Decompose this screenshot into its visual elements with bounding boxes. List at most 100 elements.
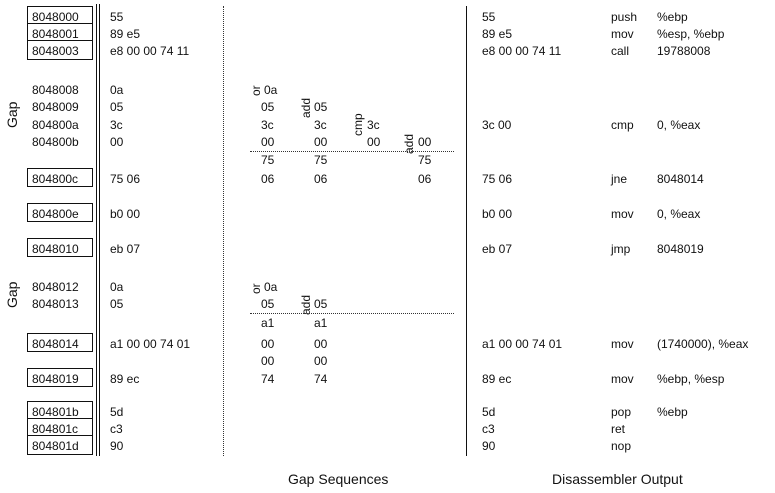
dis-mnemonic: nop — [611, 439, 632, 453]
dis-bytes: 90 — [482, 439, 496, 453]
address-box — [27, 203, 93, 222]
disassembler-separator — [466, 6, 467, 456]
bytes-cell: 05 — [110, 297, 124, 311]
address-8048014: 8048014 — [32, 337, 79, 351]
dis-bytes: 89 ec — [482, 372, 512, 386]
gap-byte: 00 — [314, 354, 328, 368]
bytes-cell: 0a — [110, 280, 124, 294]
dis-mnemonic: cmp — [611, 118, 634, 132]
opcode-label: cmp — [351, 113, 365, 136]
dis-mnemonic: mov — [611, 207, 634, 221]
gap-byte: 00 — [261, 354, 275, 368]
dis-operands: %ebp, %esp — [657, 372, 725, 386]
dis-mnemonic: mov — [611, 27, 634, 41]
gap-byte: 05 — [261, 100, 275, 114]
gap-byte: 05 — [314, 297, 328, 311]
gap-byte: 00 — [418, 135, 432, 149]
bytes-cell: e8 00 00 74 11 — [110, 44, 190, 58]
gap-divider — [250, 313, 454, 314]
address-8048010: 8048010 — [32, 242, 79, 256]
dis-operands: %esp, %ebp — [657, 27, 725, 41]
dis-bytes: a1 00 00 74 01 — [482, 337, 563, 351]
gap-byte: 0a — [264, 83, 278, 97]
address-box — [27, 6, 93, 60]
gap-byte: 00 — [367, 135, 381, 149]
dis-bytes: 75 06 — [482, 172, 513, 186]
dis-operands: 19788008 — [657, 44, 711, 58]
bytes-cell: a1 00 00 74 01 — [110, 337, 191, 351]
dis-operands: (1740000), %eax — [657, 337, 749, 351]
bytes-cell: 3c — [110, 118, 123, 132]
bytes-cell: 05 — [110, 100, 124, 114]
gap-byte: 0a — [264, 280, 278, 294]
dis-bytes: eb 07 — [482, 242, 513, 256]
gap-byte: 06 — [261, 172, 275, 186]
gap-byte: 05 — [261, 297, 275, 311]
gap-sequences-caption: Gap Sequences — [288, 471, 389, 487]
gap-byte: 06 — [314, 172, 328, 186]
dis-mnemonic: ret — [611, 422, 626, 436]
bytes-cell: 55 — [110, 10, 124, 24]
dis-operands: 8048014 — [657, 172, 704, 186]
opcode-label: or — [249, 85, 263, 96]
gap-divider — [250, 151, 454, 152]
disassembler-output-caption: Disassembler Output — [552, 471, 683, 487]
dis-mnemonic: pop — [611, 405, 632, 419]
bytes-cell: 89 e5 — [110, 27, 141, 41]
address-804801b: 804801b — [32, 405, 79, 419]
address-804800a: 804800a — [32, 118, 79, 132]
bytes-cell: 5d — [110, 405, 124, 419]
address-804800e: 804800e — [32, 207, 79, 221]
gap-byte: 00 — [261, 337, 275, 351]
dis-bytes: e8 00 00 74 11 — [482, 44, 562, 58]
address-separator — [99, 4, 100, 456]
dis-mnemonic: jmp — [611, 242, 631, 256]
gap-byte: 00 — [261, 135, 275, 149]
dis-mnemonic: push — [611, 10, 638, 24]
address-8048013: 8048013 — [32, 297, 79, 311]
dis-bytes: 5d — [482, 405, 496, 419]
opcode-label: add — [299, 97, 313, 118]
gap-byte: 3c — [367, 118, 380, 132]
address-8048003: 8048003 — [32, 44, 79, 58]
dis-operands: 0, %eax — [657, 207, 701, 221]
gap-byte: 3c — [314, 118, 327, 132]
gap-label: Gap — [4, 281, 20, 308]
gap-separator — [223, 6, 224, 456]
bytes-cell: 90 — [110, 439, 124, 453]
gap-byte: 75 — [314, 153, 328, 167]
dis-bytes: 55 — [482, 10, 496, 24]
gap-byte: 75 — [261, 153, 275, 167]
dis-bytes: 3c 00 — [482, 118, 512, 132]
address-8048008: 8048008 — [32, 83, 79, 97]
opcode-label: or — [249, 283, 263, 294]
gap-byte: 05 — [314, 100, 328, 114]
gap-byte: 75 — [418, 153, 432, 167]
gap-byte: a1 — [261, 316, 275, 330]
gap-byte: 06 — [418, 172, 432, 186]
address-box — [27, 401, 93, 455]
address-804800b: 804800b — [32, 135, 79, 149]
gap-byte: a1 — [314, 316, 328, 330]
address-804801d: 804801d — [32, 439, 79, 453]
dis-operands: %ebp — [657, 10, 688, 24]
address-box — [27, 368, 93, 387]
address-8048000: 8048000 — [32, 10, 79, 24]
address-separator — [96, 4, 97, 456]
bytes-cell: c3 — [110, 422, 123, 436]
dis-mnemonic: mov — [611, 372, 634, 386]
bytes-cell: b0 00 — [110, 207, 141, 221]
gap-byte: 74 — [261, 372, 275, 386]
address-8048012: 8048012 — [32, 280, 79, 294]
bytes-cell: 00 — [110, 135, 124, 149]
dis-mnemonic: mov — [611, 337, 634, 351]
address-8048019: 8048019 — [32, 372, 79, 386]
opcode-label: add — [299, 294, 313, 315]
address-box — [27, 238, 93, 257]
dis-bytes: c3 — [482, 422, 495, 436]
address-8048001: 8048001 — [32, 27, 79, 41]
dis-operands: 8048019 — [657, 242, 704, 256]
dis-bytes: 89 e5 — [482, 27, 513, 41]
address-804800c: 804800c — [32, 172, 79, 186]
gap-label: Gap — [4, 101, 20, 128]
